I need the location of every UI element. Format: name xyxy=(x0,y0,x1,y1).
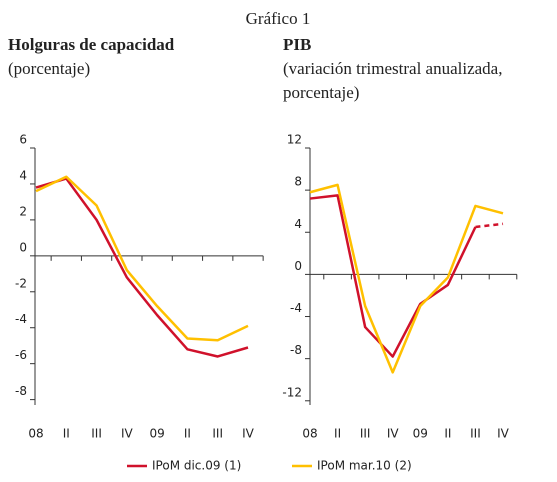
series-line xyxy=(309,194,477,358)
y-tick-label: -8 xyxy=(15,384,27,398)
y-tick-label: -8 xyxy=(290,343,302,357)
x-tick-label: III xyxy=(212,427,223,441)
chart-subtitle: (variación trimestral anualizada, xyxy=(283,59,502,78)
chart-title: Holguras de capacidad xyxy=(8,35,175,54)
y-tick-label: 8 xyxy=(294,175,302,189)
x-tick-label: III xyxy=(470,427,481,441)
y-tick-label: -2 xyxy=(15,276,27,290)
x-tick-label: 08 xyxy=(28,427,43,441)
series-line-dashed xyxy=(475,222,504,229)
y-tick-label: -4 xyxy=(290,301,302,315)
y-tick-label: -4 xyxy=(15,312,27,326)
x-tick-label: IV xyxy=(121,427,134,441)
y-tick-label: 4 xyxy=(294,217,302,231)
y-tick-label: 6 xyxy=(19,133,27,147)
x-tick-label: II xyxy=(444,427,451,441)
y-tick-label: 12 xyxy=(287,133,302,147)
y-tick-label: 0 xyxy=(19,240,27,254)
x-tick-label: II xyxy=(63,427,70,441)
chart-title: PIB xyxy=(283,35,311,54)
series-line xyxy=(309,183,504,374)
series-line xyxy=(35,177,249,358)
legend-label: IPoM mar.10 (2) xyxy=(317,459,412,473)
x-tick-label: 08 xyxy=(302,427,317,441)
x-tick-label: IV xyxy=(497,427,510,441)
x-tick-label: IV xyxy=(242,427,255,441)
chart-subtitle: porcentaje) xyxy=(283,83,359,102)
y-tick-label: -12 xyxy=(282,385,302,399)
y-tick-label: -6 xyxy=(15,348,27,362)
x-tick-label: 09 xyxy=(150,427,165,441)
x-tick-label: IV xyxy=(387,427,400,441)
series-line xyxy=(35,175,249,342)
y-tick-label: 2 xyxy=(19,204,27,218)
x-tick-label: III xyxy=(91,427,102,441)
x-tick-label: II xyxy=(184,427,191,441)
x-tick-label: II xyxy=(334,427,341,441)
x-tick-label: III xyxy=(360,427,371,441)
x-tick-label: 09 xyxy=(413,427,428,441)
chart-subtitle: (porcentaje) xyxy=(8,59,90,78)
y-tick-label: 4 xyxy=(19,168,27,182)
legend-label: IPoM dic.09 (1) xyxy=(152,459,241,473)
figure-title: Gráfico 1 xyxy=(246,9,311,28)
y-tick-label: 0 xyxy=(294,259,302,273)
